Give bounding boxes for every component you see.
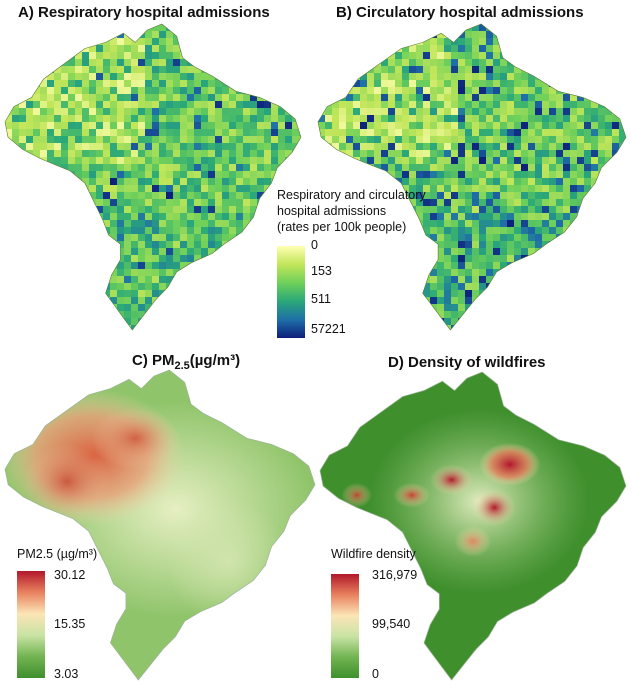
pm-colorbar [17, 571, 45, 678]
admissions-legend-line-1: Respiratory and circulatory [277, 188, 426, 202]
pm-tick-mid: 15.35 [54, 617, 86, 631]
panel-c-title: C) PM2.5(µg/m³) [132, 352, 240, 372]
admissions-tick-0: 0 [311, 238, 318, 252]
admissions-tick-153: 153 [311, 264, 332, 278]
fire-colorbar [331, 574, 359, 678]
panel-a-title: A) Respiratory hospital admissions [18, 4, 270, 21]
pm-tick-min: 3.03 [54, 667, 79, 681]
admissions-colorbar [277, 246, 305, 338]
panel-d-title: D) Density of wildfires [388, 354, 546, 371]
fire-legend-title: Wildfire density [331, 547, 416, 561]
pm-tick-max: 30.12 [54, 568, 86, 582]
panel-c-title-unit: (µg/m³) [189, 352, 241, 369]
admissions-legend-line-3: (rates per 100k people) [277, 220, 407, 234]
panel-c-title-main: C) PM [132, 352, 175, 369]
pm-legend-title: PM2.5 (µg/m³) [17, 547, 98, 561]
fire-tick-min: 0 [372, 667, 379, 681]
admissions-tick-511: 511 [311, 292, 331, 306]
fire-tick-max: 316,979 [372, 568, 418, 582]
admissions-legend-line-2: hospital admissions [277, 204, 387, 218]
fire-tick-mid: 99,540 [372, 617, 411, 631]
admissions-legend-title: Respiratory and circulatory hospital adm… [277, 187, 426, 235]
admissions-tick-max: 57221 [311, 322, 346, 336]
panel-c-title-sub: 2.5 [174, 360, 190, 372]
panel-b-title: B) Circulatory hospital admissions [336, 4, 584, 21]
